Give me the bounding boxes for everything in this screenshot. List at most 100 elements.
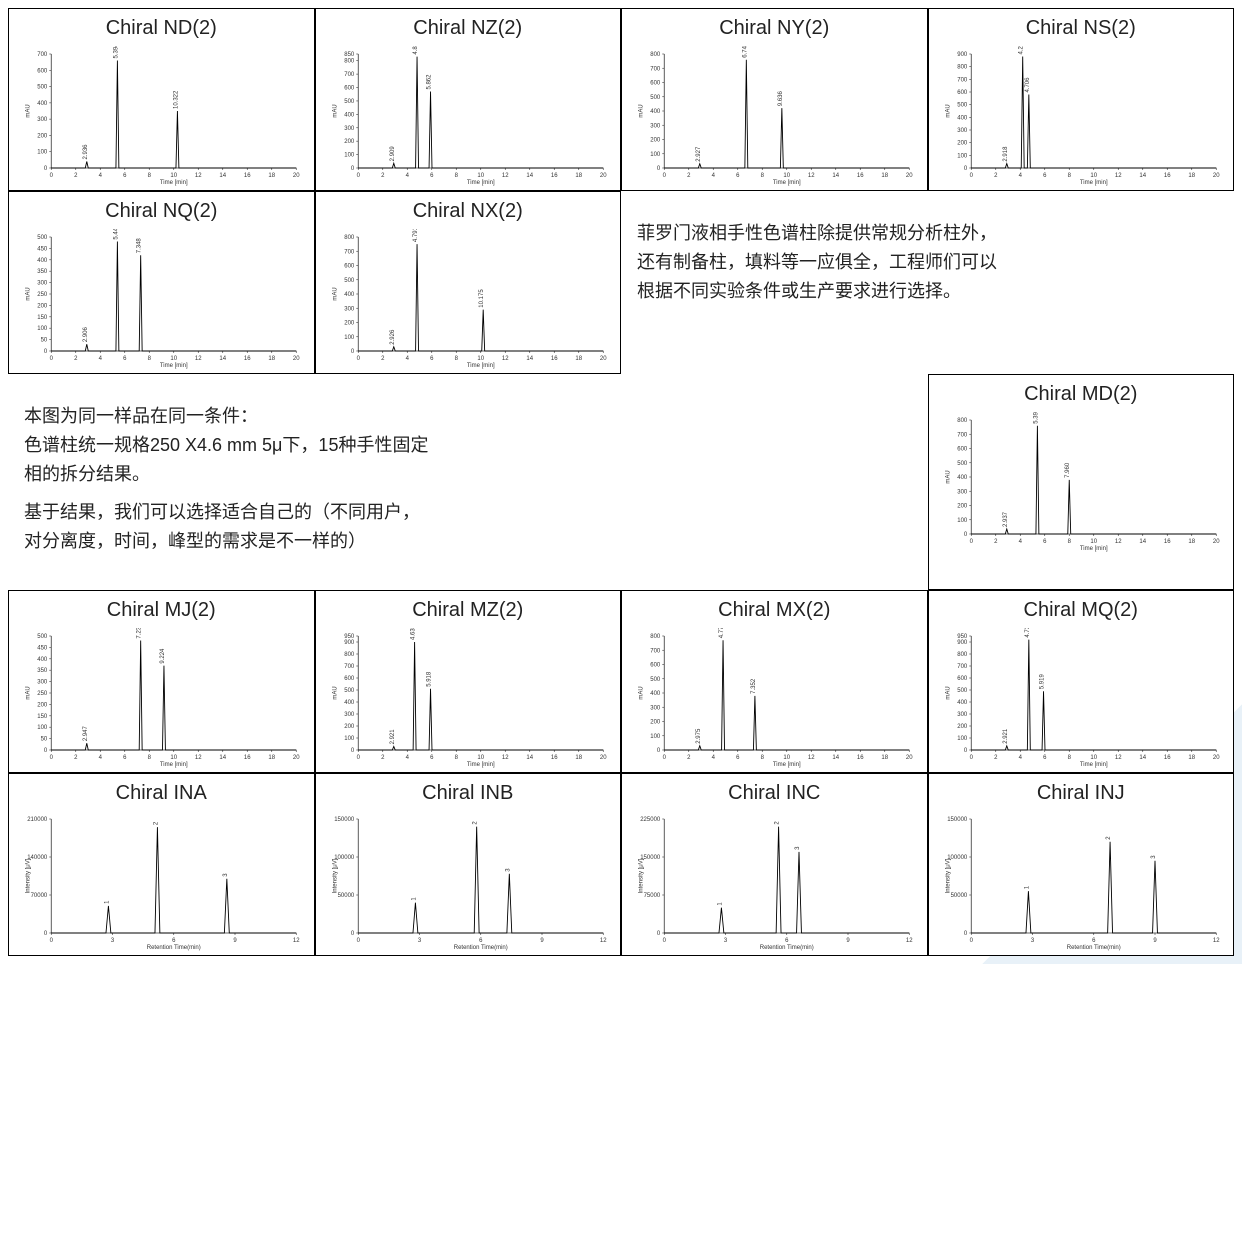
svg-text:16: 16	[857, 173, 864, 179]
svg-text:0: 0	[350, 166, 354, 172]
svg-text:12: 12	[501, 755, 508, 761]
svg-text:300: 300	[344, 126, 355, 132]
svg-text:mAU: mAU	[638, 104, 644, 117]
svg-text:500: 500	[37, 85, 48, 91]
svg-text:400: 400	[37, 101, 48, 107]
svg-text:400: 400	[957, 475, 968, 481]
svg-text:Intensity [μV]: Intensity [μV]	[332, 858, 338, 893]
svg-text:50000: 50000	[950, 893, 967, 899]
svg-text:0: 0	[657, 748, 661, 754]
svg-text:14: 14	[526, 755, 533, 761]
svg-text:800: 800	[650, 52, 661, 58]
chromatogram-nd2: Chiral ND(2)0100200300400500600700024681…	[8, 8, 315, 191]
svg-text:0: 0	[963, 166, 967, 172]
chart-title: Chiral NQ(2)	[15, 200, 308, 223]
svg-text:14: 14	[1139, 539, 1146, 545]
svg-text:12: 12	[599, 938, 606, 944]
svg-text:mAU: mAU	[945, 104, 951, 117]
svg-text:18: 18	[1188, 755, 1195, 761]
svg-text:200: 200	[37, 702, 48, 708]
svg-text:400: 400	[957, 700, 968, 706]
svg-text:8: 8	[148, 755, 152, 761]
svg-text:10: 10	[170, 173, 177, 179]
svg-text:Time [min]: Time [min]	[466, 363, 494, 369]
chromatogram-ns2: Chiral NS(2)0100200300400500600700800900…	[928, 8, 1235, 191]
svg-text:Time [min]: Time [min]	[160, 762, 188, 768]
svg-text:0: 0	[657, 166, 661, 172]
svg-text:0: 0	[663, 173, 667, 179]
svg-text:300: 300	[957, 712, 968, 718]
svg-text:8: 8	[761, 173, 765, 179]
svg-text:0: 0	[663, 755, 667, 761]
chart-plot: 0100200300400500600700800024681012141618…	[628, 46, 921, 186]
svg-text:mAU: mAU	[25, 686, 31, 699]
svg-text:20: 20	[599, 356, 606, 362]
svg-text:2.921: 2.921	[389, 729, 395, 745]
svg-text:12: 12	[808, 173, 815, 179]
svg-text:20: 20	[1212, 539, 1219, 545]
svg-text:18: 18	[1188, 539, 1195, 545]
svg-text:9.224: 9.224	[160, 648, 166, 664]
svg-text:2: 2	[1106, 836, 1112, 840]
svg-text:400: 400	[37, 258, 48, 264]
svg-text:0: 0	[356, 938, 360, 944]
svg-text:800: 800	[957, 65, 968, 71]
svg-text:4.776: 4.776	[719, 628, 725, 638]
svg-text:Time [min]: Time [min]	[1079, 546, 1107, 552]
svg-text:300: 300	[344, 712, 355, 718]
svg-text:200: 200	[957, 724, 968, 730]
chart-title: Chiral INA	[15, 782, 308, 805]
svg-text:10: 10	[477, 173, 484, 179]
svg-text:Retention Time(min): Retention Time(min)	[760, 945, 814, 951]
svg-text:14: 14	[526, 173, 533, 179]
svg-text:20: 20	[293, 356, 300, 362]
chart-plot: 0100200300400500600700800900950024681012…	[322, 628, 615, 768]
svg-text:500: 500	[957, 688, 968, 694]
svg-text:0: 0	[350, 748, 354, 754]
svg-text:950: 950	[344, 634, 355, 640]
svg-text:18: 18	[881, 755, 888, 761]
svg-text:300: 300	[37, 680, 48, 686]
svg-text:18: 18	[268, 173, 275, 179]
svg-text:2: 2	[775, 821, 781, 825]
svg-text:6: 6	[1043, 173, 1047, 179]
svg-text:150000: 150000	[947, 817, 968, 823]
svg-text:0: 0	[969, 173, 973, 179]
svg-text:0: 0	[969, 755, 973, 761]
chart-title: Chiral MX(2)	[628, 599, 921, 622]
svg-text:500: 500	[344, 99, 355, 105]
chart-plot: 0501001502002503003504004505000246810121…	[15, 229, 308, 369]
svg-text:Retention Time(min): Retention Time(min)	[453, 945, 507, 951]
svg-text:2.906: 2.906	[83, 326, 89, 342]
svg-text:Intensity [μV]: Intensity [μV]	[945, 858, 951, 893]
svg-text:800: 800	[344, 652, 355, 658]
svg-text:10: 10	[170, 755, 177, 761]
svg-text:200: 200	[344, 321, 355, 327]
svg-text:2: 2	[994, 539, 998, 545]
svg-text:0: 0	[44, 166, 48, 172]
svg-text:Time [min]: Time [min]	[466, 180, 494, 186]
svg-text:8: 8	[1067, 755, 1071, 761]
svg-text:Time [min]: Time [min]	[160, 363, 188, 369]
svg-text:0: 0	[356, 173, 360, 179]
chart-title: Chiral MQ(2)	[935, 599, 1228, 622]
svg-text:8: 8	[454, 755, 458, 761]
svg-text:9: 9	[1153, 938, 1157, 944]
svg-text:800: 800	[650, 634, 661, 640]
svg-text:700: 700	[957, 432, 968, 438]
chart-plot: 075000150000225000036912123Retention Tim…	[628, 811, 921, 951]
chromatogram-inc: Chiral INC075000150000225000036912123Ret…	[621, 773, 928, 956]
svg-text:400: 400	[344, 292, 355, 298]
svg-text:2.937: 2.937	[1002, 511, 1008, 527]
svg-text:16: 16	[1163, 755, 1170, 761]
svg-text:12: 12	[1114, 173, 1121, 179]
svg-text:700: 700	[344, 249, 355, 255]
svg-text:0: 0	[663, 938, 667, 944]
svg-text:0: 0	[50, 173, 54, 179]
svg-text:200: 200	[37, 303, 48, 309]
svg-text:350: 350	[37, 269, 48, 275]
svg-text:10: 10	[783, 173, 790, 179]
svg-text:0: 0	[969, 938, 973, 944]
svg-text:9: 9	[540, 938, 544, 944]
svg-text:4.226: 4.226	[1018, 46, 1024, 55]
